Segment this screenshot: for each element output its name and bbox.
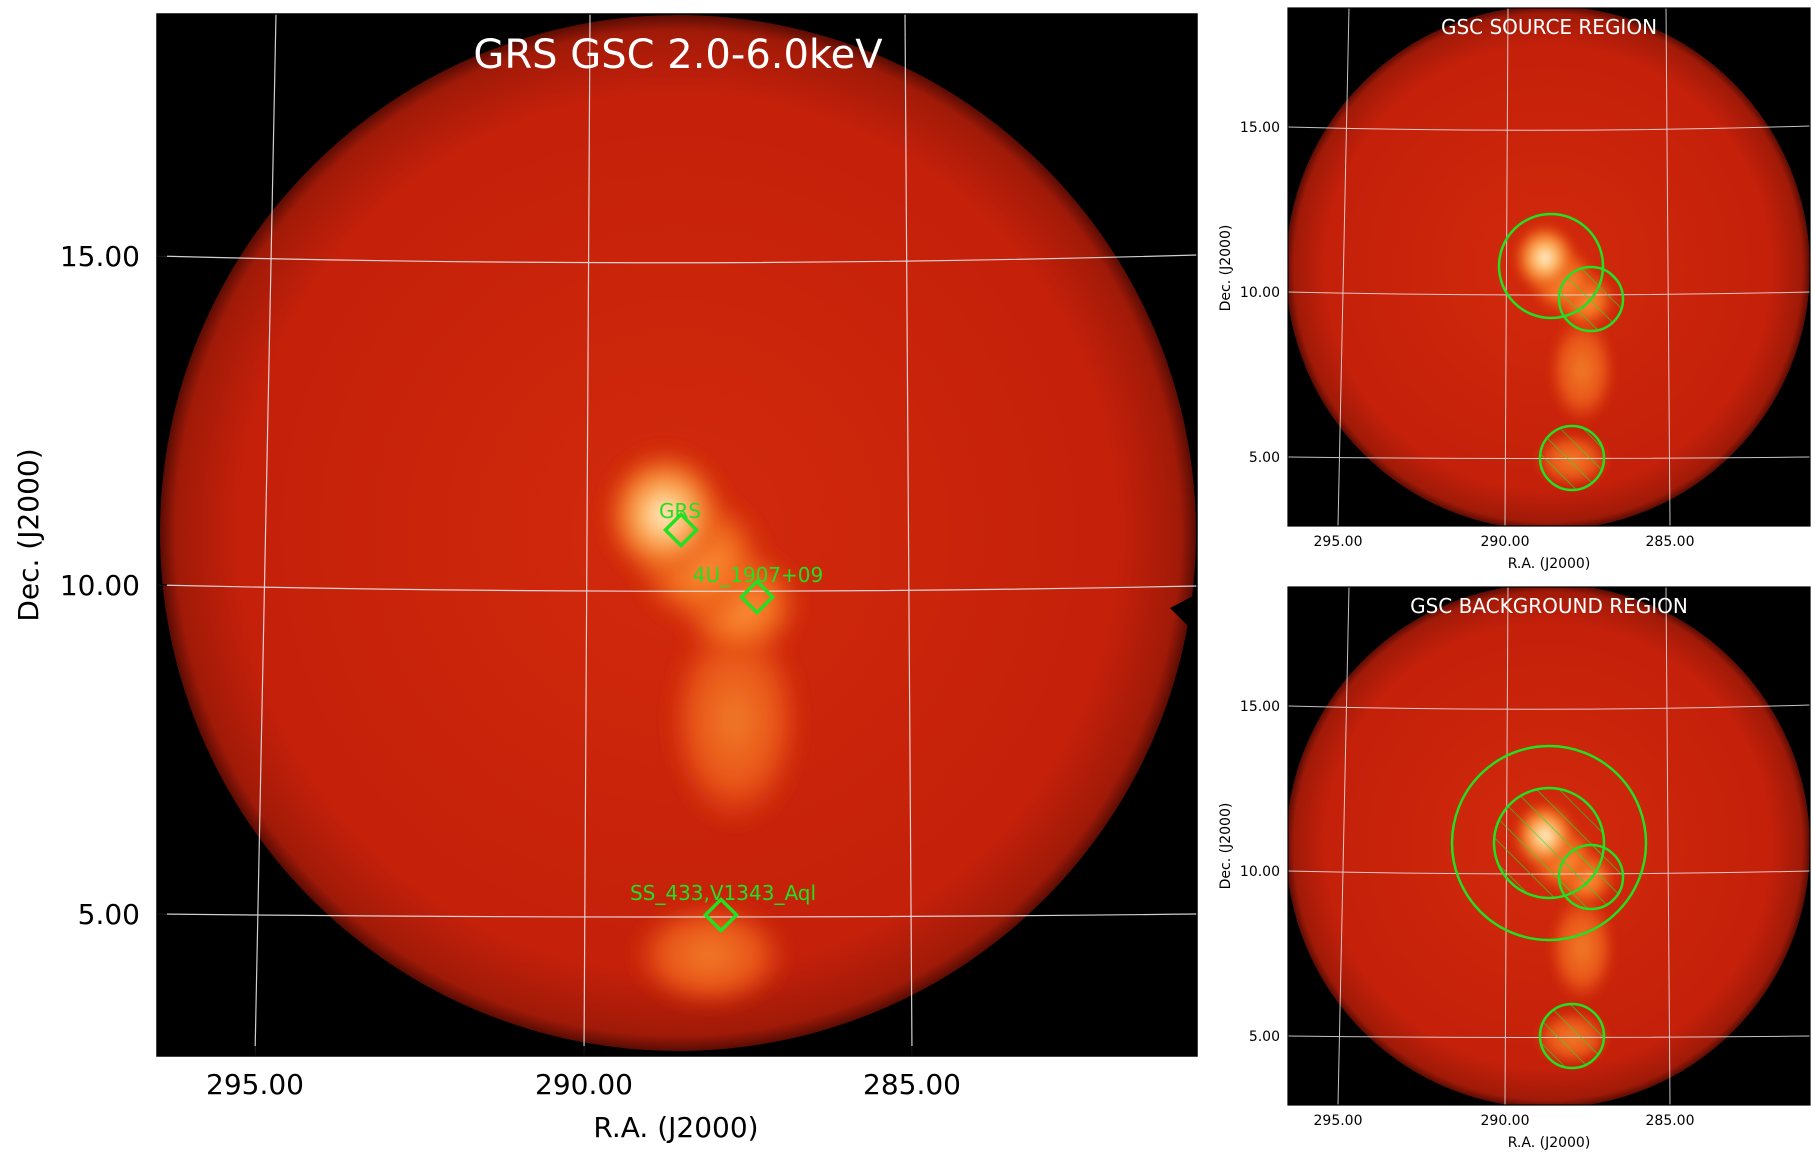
top-source-circle <box>1497 212 1605 320</box>
bottom-ylabel: Dec. (J2000) <box>1218 803 1234 890</box>
main-xlabel: R.A. (J2000) <box>593 1111 758 1144</box>
bottom-ytick-10: 10.00 <box>1240 864 1280 880</box>
top-xtick-285: 285.00 <box>1646 534 1695 550</box>
main-xtick-295: 295.00 <box>206 1068 304 1101</box>
main-xtick-290: 290.00 <box>535 1068 633 1101</box>
top-xlabel: R.A. (J2000) <box>1508 556 1591 572</box>
top-ytick-5: 5.00 <box>1249 450 1280 466</box>
bottom-exclusion-circle-4u1907 <box>1557 843 1625 911</box>
top-ytick-10: 10.00 <box>1240 285 1280 301</box>
main-emission <box>600 445 805 1010</box>
main-ytick-5: 5.00 <box>78 898 140 931</box>
main-plot-frame <box>156 13 1198 1057</box>
main-tick-marks <box>157 255 913 1056</box>
bottom-exclusion-circle-ss433 <box>1538 1002 1606 1070</box>
bottom-plot-frame <box>1287 586 1811 1106</box>
top-region-circles <box>1497 212 1625 492</box>
source-marker-grs <box>662 511 700 549</box>
main-disk-notch <box>1170 595 1195 628</box>
bottom-background-annulus-outer <box>1450 744 1648 942</box>
source-label-grs: GRS <box>659 499 701 523</box>
top-title: GSC SOURCE REGION <box>1441 15 1657 39</box>
source-marker-4u1907 <box>738 578 776 616</box>
top-ylabel: Dec. (J2000) <box>1218 225 1234 312</box>
bottom-region-circles <box>1450 744 1648 1070</box>
top-exclusion-circle-4u1907 <box>1557 265 1625 333</box>
source-label-4u1907: 4U_1907+09 <box>693 563 823 587</box>
background-region-panel: GSC BACKGROUND REGION 15.00 10.00 5.00 2… <box>1218 586 1811 1151</box>
bottom-xtick-290: 290.00 <box>1481 1113 1530 1129</box>
bottom-xtick-295: 295.00 <box>1314 1113 1363 1129</box>
top-xtick-295: 295.00 <box>1314 534 1363 550</box>
main-image-panel: GRS 4U_1907+09 SS_433,V1343_Aql GRS GSC … <box>12 13 1198 1144</box>
source-marker-ss433 <box>702 896 740 934</box>
main-ytick-10: 10.00 <box>60 569 140 602</box>
source-region-panel: GSC SOURCE REGION 15.00 10.00 5.00 295.0… <box>1218 7 1811 572</box>
main-grid <box>157 14 1197 1056</box>
bottom-xtick-285: 285.00 <box>1646 1113 1695 1129</box>
top-plot-frame <box>1287 7 1811 527</box>
source-label-ss433: SS_433,V1343_Aql <box>630 881 816 905</box>
main-ytick-15: 15.00 <box>60 240 140 273</box>
main-xtick-285: 285.00 <box>863 1068 961 1101</box>
top-xtick-290: 290.00 <box>1481 534 1530 550</box>
bottom-title: GSC BACKGROUND REGION <box>1410 594 1688 618</box>
main-ylabel: Dec. (J2000) <box>12 448 45 621</box>
bottom-ytick-5: 5.00 <box>1249 1029 1280 1045</box>
top-ytick-15: 15.00 <box>1240 120 1280 136</box>
bottom-xlabel: R.A. (J2000) <box>1508 1135 1591 1151</box>
top-exclusion-circle-ss433 <box>1538 424 1606 492</box>
main-source-markers <box>662 511 776 934</box>
main-title: GRS GSC 2.0-6.0keV <box>473 32 883 78</box>
bottom-ytick-15: 15.00 <box>1240 699 1280 715</box>
